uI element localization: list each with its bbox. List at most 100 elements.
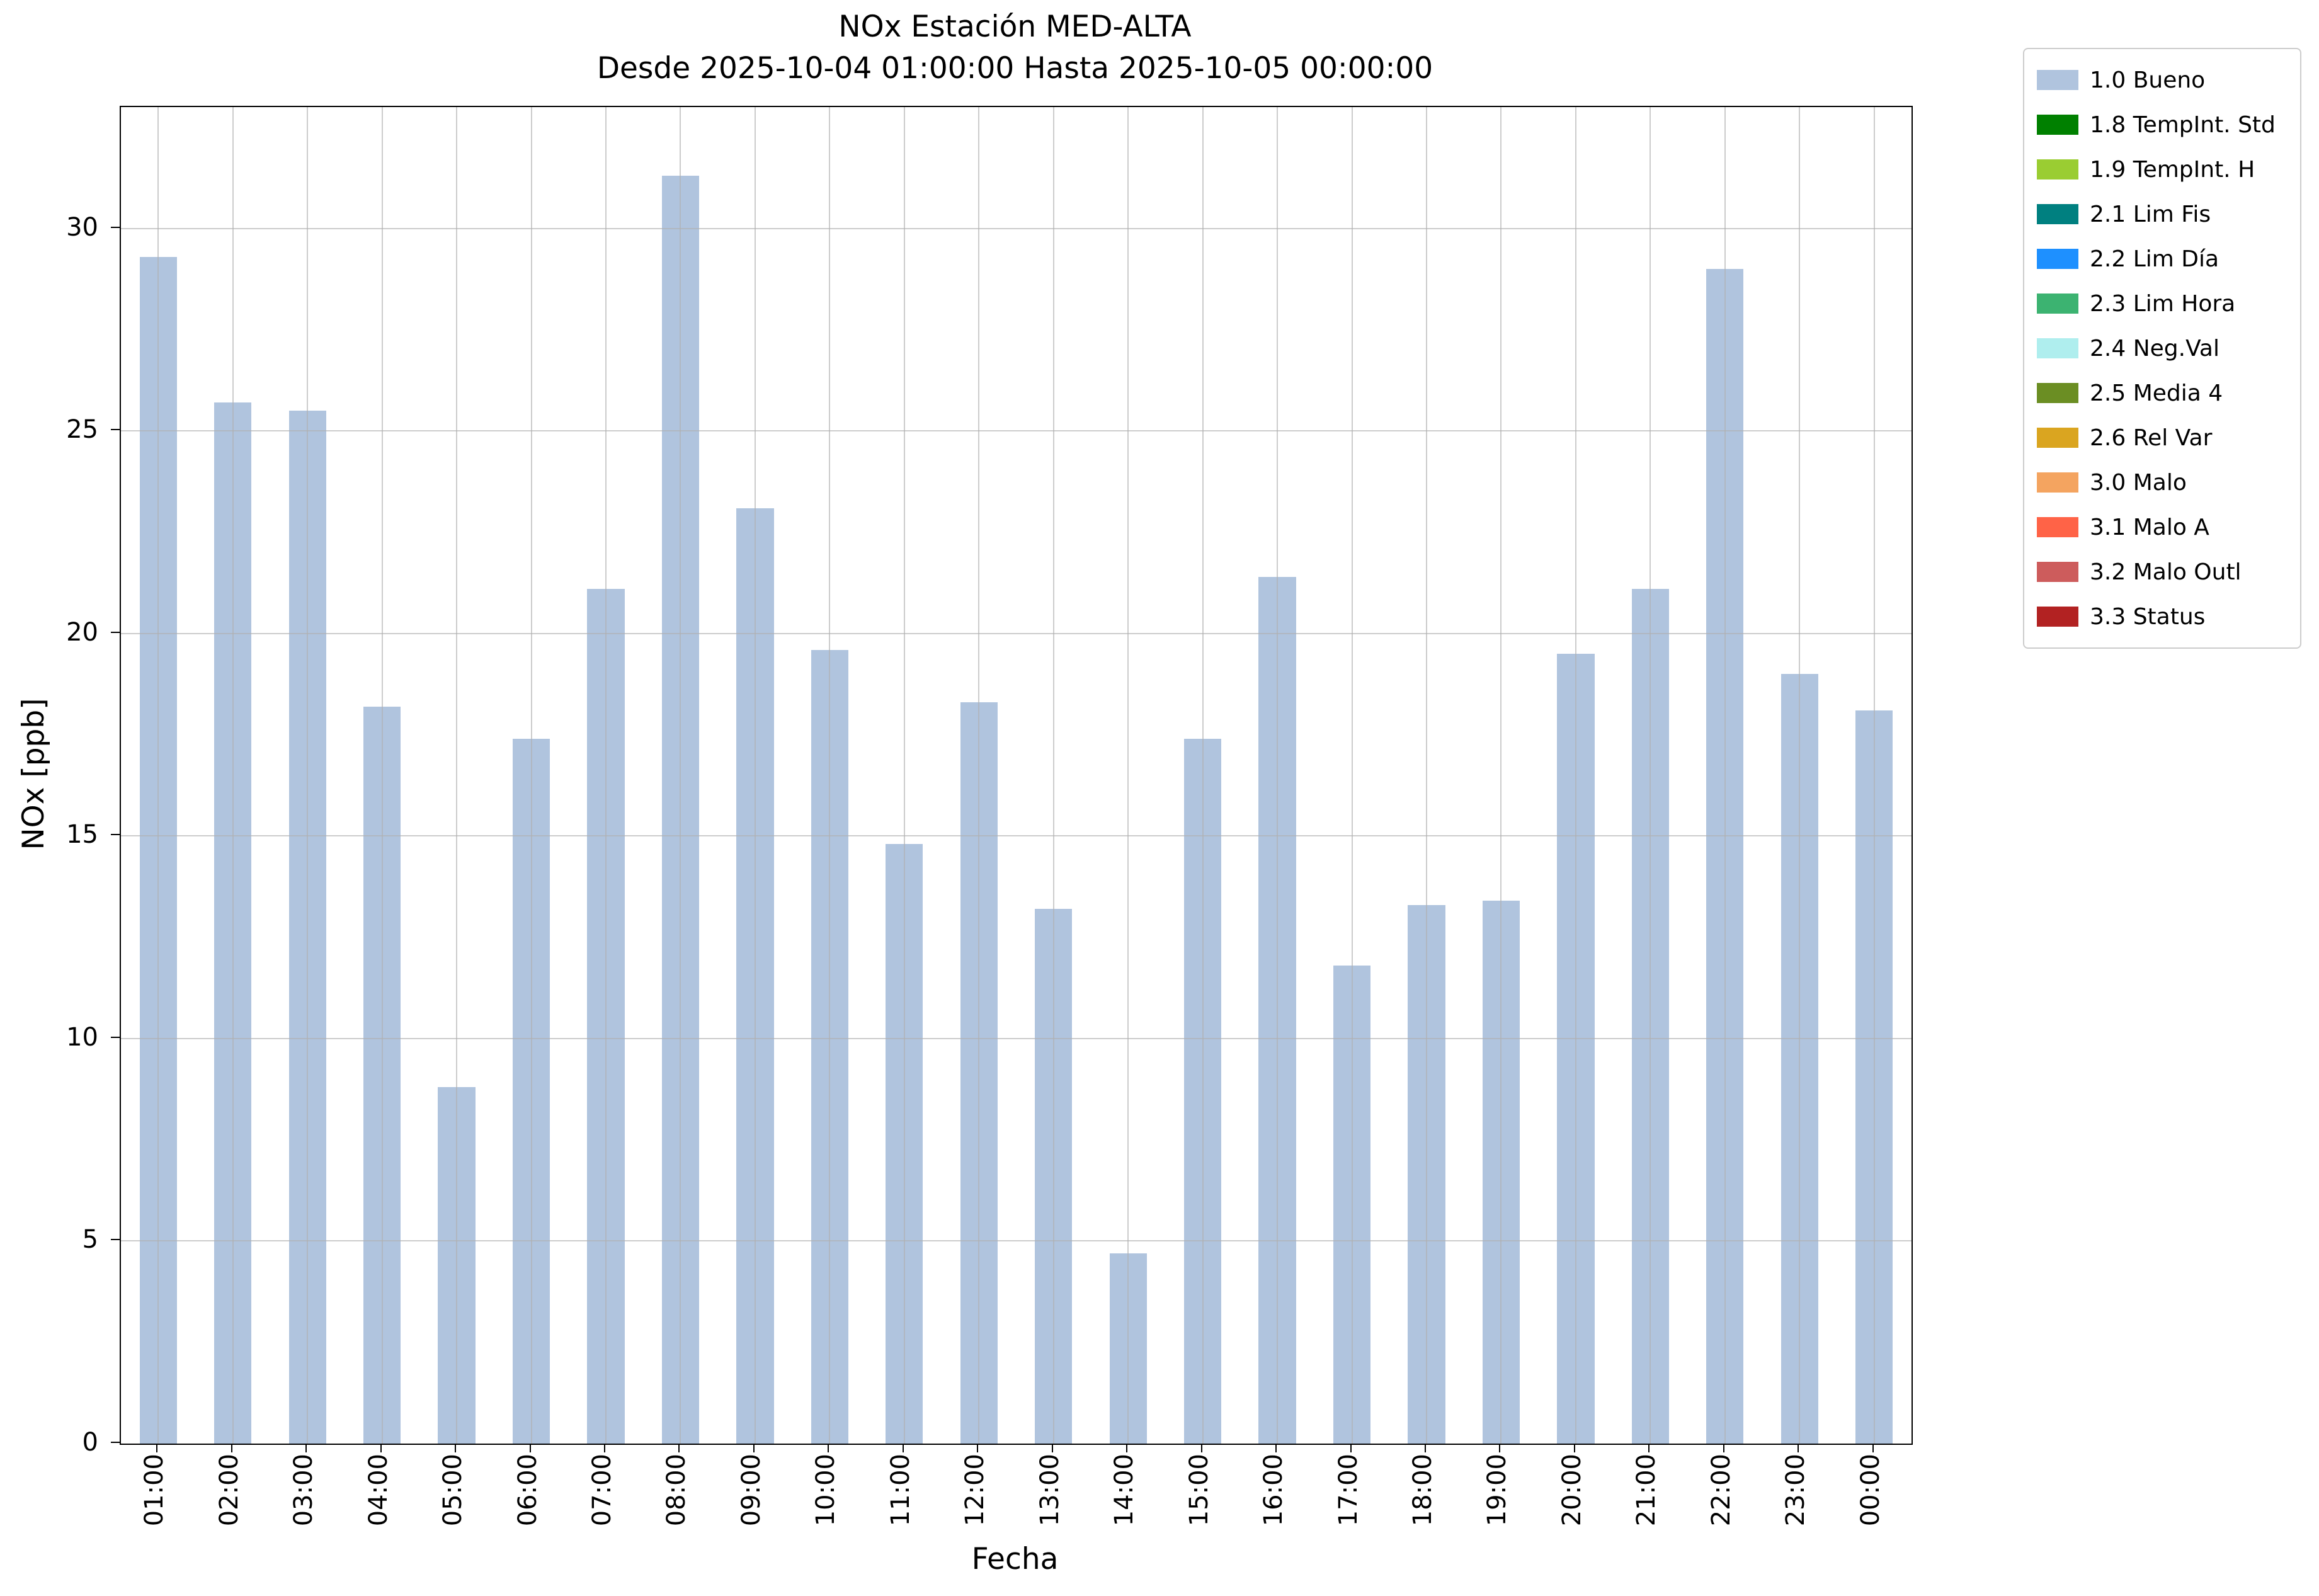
legend-item-label: 1.0 Bueno xyxy=(2090,67,2206,93)
legend-item-label: 2.1 Lim Fis xyxy=(2090,201,2211,227)
x-gridline xyxy=(530,107,532,1444)
legend-item: 3.2 Malo Outl xyxy=(2037,555,2288,589)
legend-item-label: 2.5 Media 4 xyxy=(2090,380,2223,406)
x-tick-label: 22:00 xyxy=(1706,1454,1736,1527)
x-tick-mark xyxy=(828,1444,829,1452)
x-tick-label: 18:00 xyxy=(1408,1454,1438,1527)
legend-item-label: 3.2 Malo Outl xyxy=(2090,559,2242,585)
x-tick-label: 21:00 xyxy=(1632,1454,1661,1527)
y-gridline xyxy=(121,430,1912,432)
x-gridline xyxy=(1650,107,1651,1444)
chart-title: NOx Estación MED-ALTA xyxy=(838,9,1192,44)
x-tick-label: 04:00 xyxy=(363,1454,393,1527)
x-tick-mark xyxy=(1275,1444,1277,1452)
legend-swatch xyxy=(2037,70,2078,90)
y-tick-mark xyxy=(111,1239,120,1241)
x-tick-mark xyxy=(1350,1444,1352,1452)
x-tick-label: 17:00 xyxy=(1333,1454,1363,1527)
legend-swatch xyxy=(2037,294,2078,314)
legend-item: 1.9 TempInt. H xyxy=(2037,152,2288,186)
y-tick-label: 10 xyxy=(66,1022,98,1052)
legend-swatch xyxy=(2037,115,2078,135)
x-tick-mark xyxy=(1499,1444,1501,1452)
x-axis-label: Fecha xyxy=(971,1542,1059,1576)
x-tick-mark xyxy=(1648,1444,1650,1452)
x-tick-label: 00:00 xyxy=(1855,1454,1885,1527)
x-tick-label: 19:00 xyxy=(1483,1454,1512,1527)
x-tick-label: 15:00 xyxy=(1184,1454,1214,1527)
x-tick-mark xyxy=(603,1444,605,1452)
x-tick-label: 14:00 xyxy=(1110,1454,1139,1527)
x-gridline xyxy=(232,107,234,1444)
legend-swatch xyxy=(2037,472,2078,493)
y-tick-mark xyxy=(111,429,120,431)
x-gridline xyxy=(1277,107,1279,1444)
x-tick-label: 23:00 xyxy=(1781,1454,1811,1527)
legend-item: 2.3 Lim Hora xyxy=(2037,287,2288,321)
x-gridline xyxy=(307,107,309,1444)
x-tick-mark xyxy=(455,1444,457,1452)
legend-item: 2.2 Lim Día xyxy=(2037,242,2288,276)
legend-item: 2.1 Lim Fis xyxy=(2037,197,2288,231)
x-tick-mark xyxy=(305,1444,307,1452)
legend-item: 2.6 Rel Var xyxy=(2037,421,2288,455)
x-gridline xyxy=(1127,107,1129,1444)
y-tick-label: 30 xyxy=(66,212,98,242)
legend-item: 2.5 Media 4 xyxy=(2037,376,2288,410)
x-gridline xyxy=(754,107,756,1444)
legend-item: 3.0 Malo xyxy=(2037,465,2288,499)
x-gridline xyxy=(1426,107,1428,1444)
y-tick-mark xyxy=(111,834,120,836)
y-tick-mark xyxy=(111,226,120,228)
legend-swatch xyxy=(2037,338,2078,358)
x-tick-label: 06:00 xyxy=(513,1454,542,1527)
x-tick-mark xyxy=(1723,1444,1724,1452)
legend: 1.0 Bueno 1.8 TempInt. Std 1.9 TempInt. H 2… xyxy=(2023,48,2301,649)
x-tick-label: 08:00 xyxy=(662,1454,692,1527)
legend-swatch xyxy=(2037,204,2078,224)
x-tick-mark xyxy=(1051,1444,1053,1452)
legend-item-label: 3.3 Status xyxy=(2090,603,2206,630)
x-tick-mark xyxy=(977,1444,979,1452)
x-tick-mark xyxy=(902,1444,904,1452)
y-gridline xyxy=(121,1037,1912,1039)
y-gridline xyxy=(121,632,1912,634)
y-tick-label: 0 xyxy=(82,1428,98,1457)
x-gridline xyxy=(1351,107,1353,1444)
x-gridline xyxy=(829,107,831,1444)
x-gridline xyxy=(157,107,159,1444)
x-gridline xyxy=(381,107,383,1444)
legend-item-label: 3.1 Malo A xyxy=(2090,514,2209,540)
legend-swatch xyxy=(2037,159,2078,180)
y-tick-label: 5 xyxy=(82,1225,98,1255)
x-tick-mark xyxy=(678,1444,680,1452)
x-gridline xyxy=(1724,107,1726,1444)
x-tick-label: 16:00 xyxy=(1259,1454,1289,1527)
legend-item: 1.8 TempInt. Std xyxy=(2037,108,2288,142)
x-tick-mark xyxy=(1425,1444,1427,1452)
legend-item-label: 1.8 TempInt. Std xyxy=(2090,111,2276,138)
x-tick-label: 01:00 xyxy=(140,1454,169,1527)
x-tick-mark xyxy=(1200,1444,1202,1452)
x-gridline xyxy=(1873,107,1875,1444)
y-gridline xyxy=(121,227,1912,229)
x-gridline xyxy=(903,107,905,1444)
chart-subtitle: Desde 2025-10-04 01:00:00 Hasta 2025-10-… xyxy=(596,51,1433,86)
y-axis-label: NOx [ppb] xyxy=(16,698,51,850)
x-tick-mark xyxy=(529,1444,531,1452)
x-tick-label: 20:00 xyxy=(1557,1454,1587,1527)
x-tick-label: 03:00 xyxy=(289,1454,319,1527)
x-gridline xyxy=(1500,107,1502,1444)
x-tick-label: 02:00 xyxy=(214,1454,244,1527)
legend-swatch xyxy=(2037,383,2078,403)
legend-item: 3.3 Status xyxy=(2037,600,2288,634)
legend-swatch xyxy=(2037,517,2078,537)
x-gridline xyxy=(978,107,980,1444)
y-tick-mark xyxy=(111,1442,120,1443)
x-tick-label: 13:00 xyxy=(1035,1454,1064,1527)
legend-item: 1.0 Bueno xyxy=(2037,63,2288,97)
x-axis-ticks: 01:00 02:00 03:00 04:00 05:00 06:00 07:00 08:00… xyxy=(120,1444,1910,1544)
y-gridline xyxy=(121,835,1912,837)
legend-item: 2.4 Neg.Val xyxy=(2037,331,2288,365)
